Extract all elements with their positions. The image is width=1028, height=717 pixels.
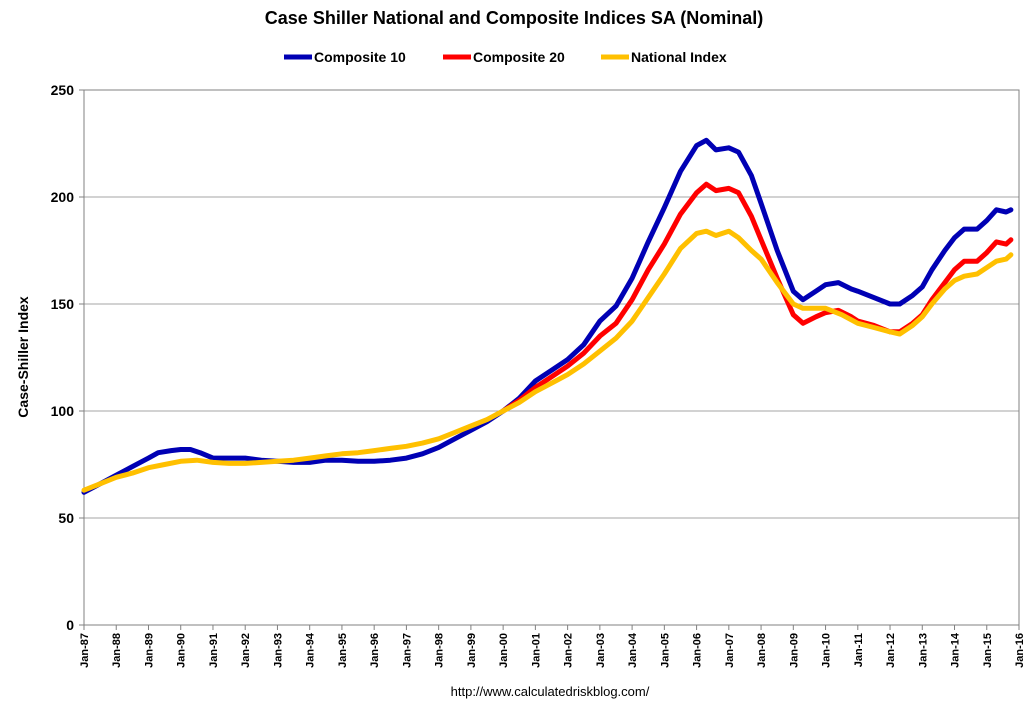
x-tick-label: Jan-11 [853,633,865,667]
x-tick-label: Jan-87 [79,633,91,668]
y-tick-label: 200 [51,189,75,205]
x-tick-label: Jan-90 [176,633,188,668]
y-tick-label: 50 [58,510,74,526]
series-line-composite-10 [81,137,1014,495]
x-tick-label: Jan-88 [111,633,123,668]
series-lines [81,137,1014,495]
x-tick-label: Jan-92 [240,633,252,668]
x-tick-label: Jan-97 [401,633,413,668]
x-tick-label: Jan-05 [659,633,671,668]
x-tick-label: Jan-00 [498,633,510,668]
x-tick-label: Jan-96 [369,633,381,668]
chart-title: Case Shiller National and Composite Indi… [265,8,763,28]
plot-area-border [83,89,1020,626]
y-axis-label: Case-Shiller Index [15,296,31,418]
x-tick-label: Jan-98 [434,633,446,668]
x-tick-label: Jan-02 [563,633,575,668]
y-tick-label: 100 [51,403,75,419]
series-line-national-index [81,228,1014,493]
x-tick-label: Jan-04 [627,632,639,668]
x-tick-label: Jan-14 [950,632,962,668]
gridlines [84,89,1019,519]
x-tick-label: Jan-94 [305,632,317,668]
legend-label: National Index [631,49,727,65]
x-tick-label: Jan-12 [885,633,897,668]
x-tick-label: Jan-01 [530,633,542,668]
y-tick-label: 150 [51,296,75,312]
x-axis-ticks: Jan-87 Jan-88 Jan-89 Jan-90 Jan-91 Jan-92 Jan-… [79,625,1026,668]
x-tick-label: Jan-09 [788,633,800,668]
x-tick-label: Jan-95 [337,633,349,668]
x-tick-label: Jan-89 [143,633,155,668]
x-tick-label: Jan-03 [595,633,607,668]
x-tick-label: Jan-99 [466,633,478,668]
x-tick-label: Jan-13 [917,633,929,668]
x-tick-label: Jan-08 [756,633,768,668]
y-axis-ticks: 0 50 100 150 200 250 [51,82,84,633]
x-tick-label: Jan-16 [1014,633,1026,668]
source-credit: http://www.calculatedriskblog.com/ [451,684,650,699]
legend: Composite 10 Composite 20 National Index [284,49,727,65]
x-tick-label: Jan-15 [982,633,994,668]
legend-label: Composite 10 [314,49,406,65]
x-tick-label: Jan-91 [208,633,220,668]
legend-label: Composite 20 [473,49,565,65]
y-tick-label: 0 [66,617,74,633]
series-line-composite-20 [500,181,1014,414]
y-tick-label: 250 [51,82,75,98]
x-tick-label: Jan-06 [692,633,704,668]
x-tick-label: Jan-93 [272,633,284,668]
x-tick-label: Jan-07 [724,633,736,668]
x-tick-label: Jan-10 [821,633,833,668]
